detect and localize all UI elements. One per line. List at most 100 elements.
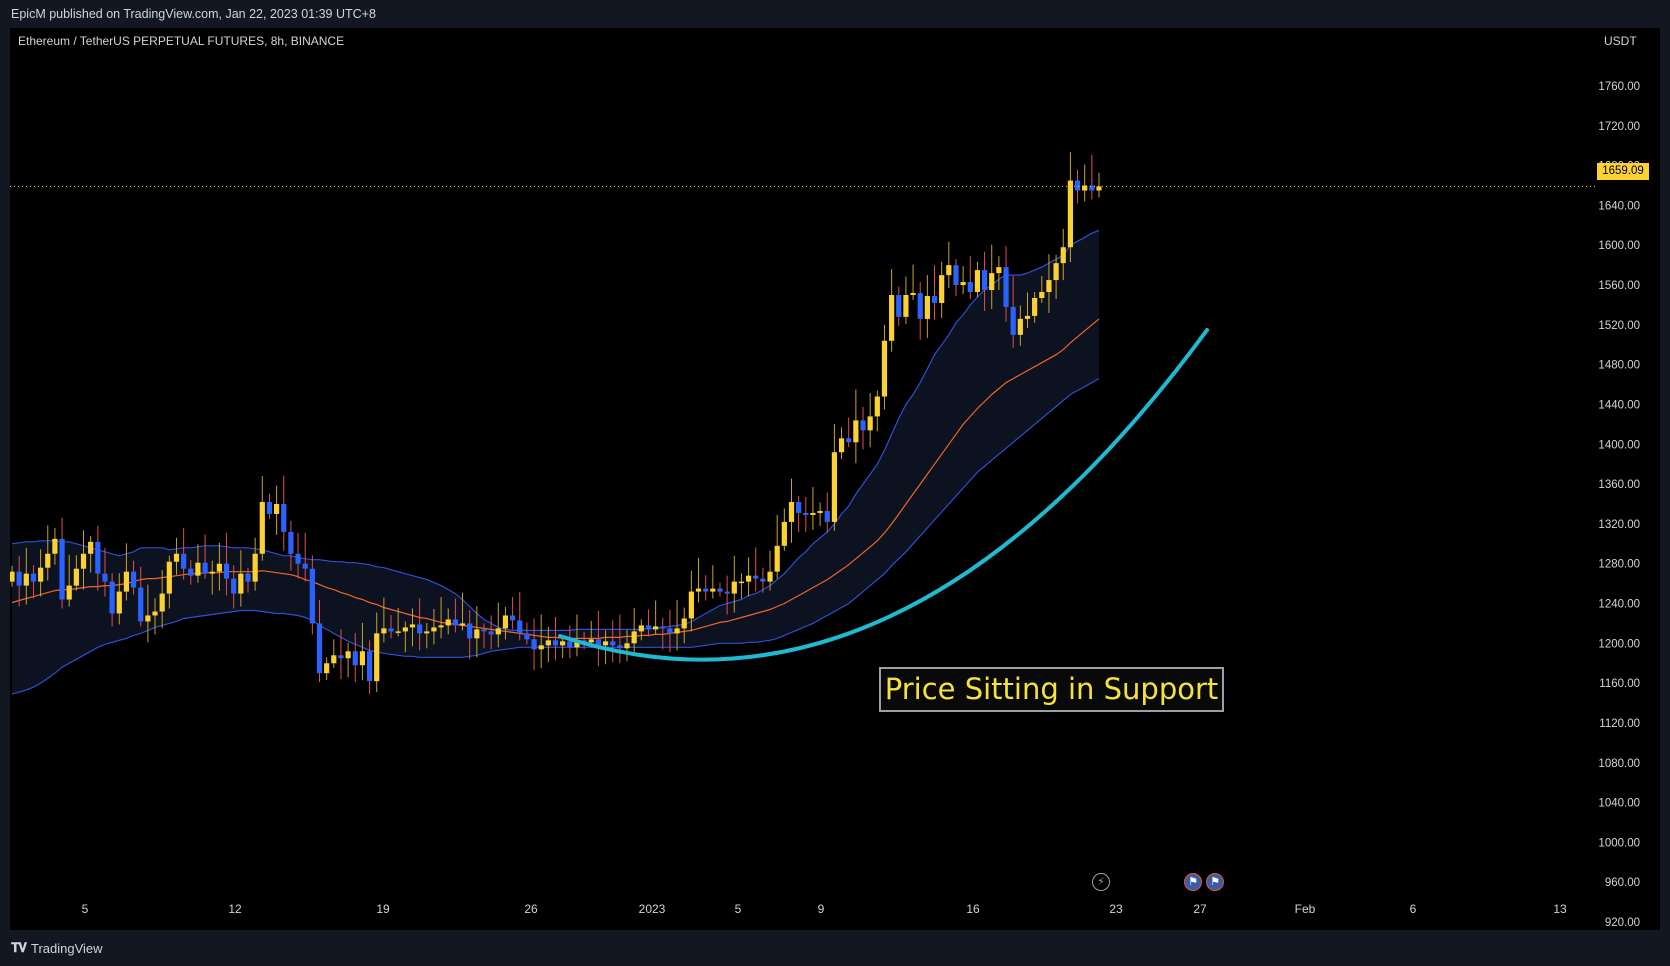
us-flag-event-icon[interactable]: ⚑ xyxy=(1206,873,1224,891)
candle-body xyxy=(388,628,394,632)
y-tick-label: 1760.00 xyxy=(1598,81,1640,93)
candle-body xyxy=(123,571,130,592)
candle-body xyxy=(595,639,602,646)
x-tick-label: 26 xyxy=(524,902,538,916)
candle-body xyxy=(259,502,265,554)
x-tick-label: 27 xyxy=(1193,902,1207,916)
candle-body xyxy=(688,591,694,619)
candle-body xyxy=(524,633,530,640)
candle-body xyxy=(331,655,337,664)
candle-body xyxy=(266,502,273,514)
candle-body xyxy=(753,575,759,579)
candle-body xyxy=(1053,263,1059,281)
candle-body xyxy=(216,563,222,572)
candle-body xyxy=(796,502,802,513)
candle-body xyxy=(645,625,652,630)
bollinger-band-fill xyxy=(12,230,1099,695)
candle-body xyxy=(59,538,65,600)
y-tick-label: 1440.00 xyxy=(1598,399,1640,411)
candle-body xyxy=(495,628,501,635)
candle-body xyxy=(667,628,673,634)
support-curve xyxy=(558,328,1209,662)
price-chart[interactable]: 920.00 960.00 1000.00 1040.00 1080.00 1120.00… xyxy=(10,28,1660,930)
candle-body xyxy=(452,619,458,626)
candle-body xyxy=(867,416,873,431)
candle-body xyxy=(781,521,787,546)
lightning-event-icon[interactable]: ⚡ xyxy=(1092,873,1110,891)
candle-body xyxy=(209,571,215,574)
candle-body xyxy=(931,295,938,303)
candle-body xyxy=(431,627,437,632)
candle-body xyxy=(924,295,930,319)
x-tick-label: 2023 xyxy=(639,902,666,916)
candle-body xyxy=(674,628,680,634)
candle-body xyxy=(159,593,165,612)
y-tick-label: 1200.00 xyxy=(1598,638,1640,650)
y-tick-label: 1480.00 xyxy=(1598,360,1640,372)
candle-body xyxy=(202,562,208,574)
candle-body xyxy=(803,512,809,515)
us-flag-event-icon[interactable]: ⚑ xyxy=(1184,873,1202,891)
candle-body xyxy=(681,618,687,629)
candle-body xyxy=(88,541,94,554)
candle-body xyxy=(560,641,566,646)
candle-body xyxy=(374,633,380,682)
symbol-title[interactable]: Ethereum / TetherUS PERPETUAL FUTURES, 8… xyxy=(18,34,345,48)
candle-body xyxy=(395,631,401,633)
candle-body xyxy=(424,631,430,634)
candle-body xyxy=(509,615,516,621)
candle-body xyxy=(588,639,594,643)
candle-body xyxy=(23,573,29,586)
candle-body xyxy=(817,510,823,513)
candle-body xyxy=(45,553,51,568)
candle-body xyxy=(488,631,494,635)
annotation-support-text[interactable]: Price Sitting in Support xyxy=(879,667,1224,712)
x-tick-label: 23 xyxy=(1109,902,1123,916)
candle-body xyxy=(760,578,766,582)
candle-body xyxy=(552,640,559,646)
x-tick-label: 5 xyxy=(82,902,89,916)
candle-body xyxy=(610,641,616,646)
candle-body xyxy=(10,571,15,582)
candle-body xyxy=(695,588,702,592)
candle-body xyxy=(788,502,795,522)
candle-body xyxy=(810,512,816,515)
candle-body xyxy=(166,561,172,594)
candle-body xyxy=(846,438,852,443)
y-tick-label: 1560.00 xyxy=(1598,280,1640,292)
x-tick-label: 19 xyxy=(376,902,390,916)
candle-body xyxy=(245,573,251,582)
candle-body xyxy=(359,651,366,666)
candle-body xyxy=(459,623,466,626)
candle-body xyxy=(838,438,845,453)
candle-body xyxy=(181,553,187,569)
candle-body xyxy=(724,591,730,594)
candle-body xyxy=(130,571,137,588)
price-axis-currency[interactable]: USDT xyxy=(1604,34,1637,48)
candle-body xyxy=(996,267,1002,274)
candle-body xyxy=(989,273,995,291)
candle-body xyxy=(16,571,22,586)
candle-body xyxy=(30,573,37,582)
candle-body xyxy=(1067,180,1073,248)
candle-body xyxy=(545,640,551,646)
y-tick-label: 1280.00 xyxy=(1598,559,1640,571)
candle-body xyxy=(481,629,487,632)
candle-body xyxy=(889,295,895,341)
x-tick-label: 12 xyxy=(228,902,242,916)
tradingview-logo[interactable]: 𝐓𝐕 TradingView xyxy=(11,940,103,956)
candle-body xyxy=(80,553,87,569)
candle-body xyxy=(903,295,909,317)
candle-body xyxy=(1032,297,1038,316)
candle-body xyxy=(417,624,423,634)
candle-body xyxy=(1082,185,1088,191)
candle-body xyxy=(717,588,723,592)
candle-body xyxy=(302,563,308,569)
candle-body xyxy=(402,627,408,632)
candle-body xyxy=(73,568,79,586)
candle-body xyxy=(95,541,101,574)
candle-body xyxy=(381,628,387,634)
candle-body xyxy=(324,663,330,674)
candle-body xyxy=(366,651,373,682)
candle-body xyxy=(710,588,716,592)
